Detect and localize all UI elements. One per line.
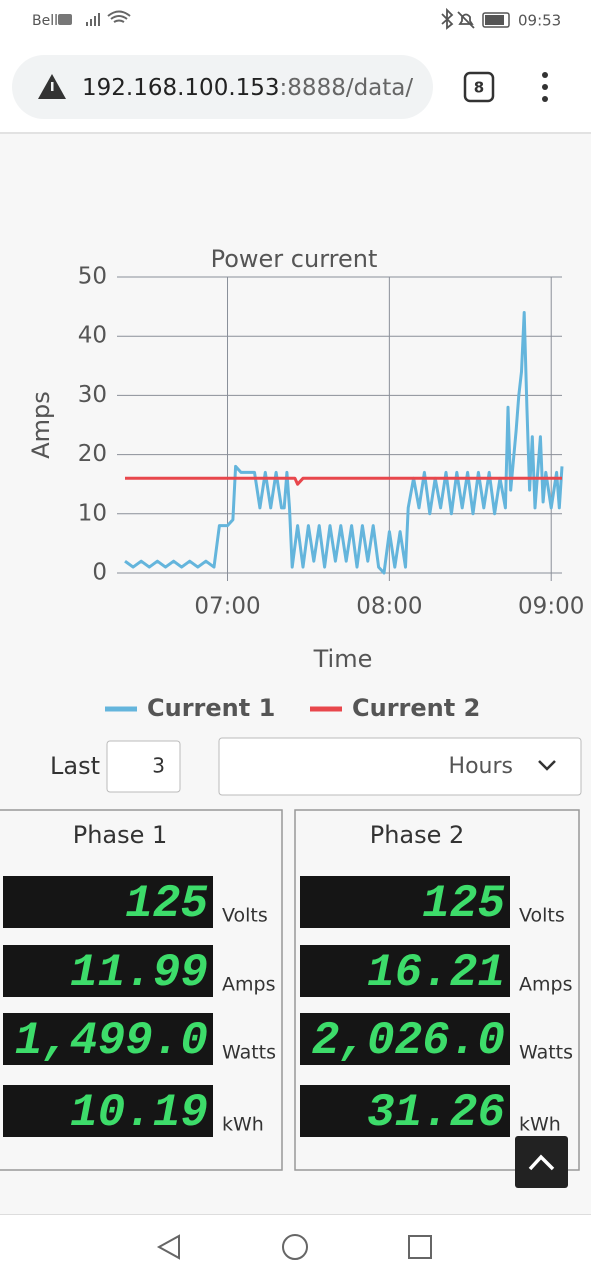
chart: Power current Amps Time 0 10 20 30 40 50 07:00… [27, 245, 584, 722]
display-value: 125 [422, 878, 505, 930]
display-value: 16.21 [367, 947, 505, 999]
x-axis-label: Time [313, 645, 373, 673]
address-bar[interactable] [12, 55, 433, 119]
last-input[interactable] [106, 740, 181, 793]
tab-count: 8 [474, 79, 484, 97]
display [300, 945, 510, 997]
display [3, 1013, 213, 1065]
toolbar-shadow [0, 132, 591, 134]
display [3, 1085, 213, 1137]
last-label: Last [50, 752, 100, 780]
display-value: 2,026.0 [312, 1015, 505, 1067]
chart-title: Power current [211, 245, 378, 273]
carrier: Bell [32, 13, 58, 29]
y-tick-label: 40 [78, 323, 107, 349]
display-unit: Volts [519, 905, 565, 927]
y-tick-label: 50 [78, 264, 107, 290]
legend-label: Current 2 [352, 694, 480, 722]
legend-label: Current 1 [147, 694, 275, 722]
display-unit: kWh [519, 1114, 561, 1136]
phase-title: Phase 2 [370, 821, 465, 849]
y-tick-label: 10 [78, 500, 107, 526]
display-value: 1,499.0 [15, 1015, 208, 1067]
y-tick-label: 0 [92, 560, 107, 586]
battery-level [485, 15, 504, 25]
display-unit: Watts [519, 1042, 573, 1064]
home-button[interactable] [282, 1234, 308, 1260]
mute-icon [457, 11, 475, 29]
display [300, 876, 510, 928]
display-value: 11.99 [70, 947, 208, 999]
warning-mark [51, 82, 54, 91]
unit-select-value: Hours [449, 754, 513, 779]
display [300, 1085, 510, 1137]
url: 192.168.100.153:8888/data/ [82, 75, 413, 101]
wifi-icon [107, 10, 131, 23]
x-tick-label: 09:00 [518, 594, 584, 620]
x-tick-label: 08:00 [356, 594, 422, 620]
scroll-top-button[interactable] [515, 1136, 568, 1188]
display [300, 1013, 510, 1065]
url-path: :8888/data/ [280, 75, 414, 101]
signal-icon [86, 13, 100, 26]
menu-button[interactable] [542, 72, 548, 102]
display-unit: Volts [222, 905, 268, 927]
nav-bar [0, 1214, 591, 1280]
phases: Phase 1 125 Volts 11.99 Amps 1,499.0 Watts 10.1… [0, 809, 580, 1171]
bluetooth-icon [441, 7, 454, 30]
y-tick-label: 20 [78, 441, 107, 467]
display-value: 10.19 [70, 1087, 208, 1139]
back-button[interactable] [156, 1234, 180, 1260]
y-axis-label: Amps [27, 391, 55, 459]
last-input-value: 3 [152, 754, 165, 778]
tab-switcher[interactable] [463, 71, 495, 103]
display-value: 31.26 [367, 1087, 505, 1139]
display-unit: Amps [519, 974, 572, 996]
url-host: 192.168.100.153 [82, 75, 280, 101]
display-unit: Watts [222, 1042, 276, 1064]
display [3, 945, 213, 997]
display-unit: kWh [222, 1114, 264, 1136]
phase-title: Phase 1 [73, 821, 168, 849]
scroll-top-icon [528, 1154, 555, 1171]
display-unit: Amps [222, 974, 275, 996]
display [3, 876, 213, 928]
clock: 09:53 [518, 12, 561, 30]
y-tick-label: 30 [78, 382, 107, 408]
series-line [125, 476, 562, 486]
nav-divider [0, 1214, 591, 1215]
recents-button[interactable] [408, 1235, 432, 1259]
hd-icon [58, 14, 72, 25]
battery-icon [482, 12, 510, 28]
unit-select[interactable] [218, 737, 582, 796]
select-chevron [538, 760, 556, 771]
display-value: 125 [125, 878, 208, 930]
x-tick-label: 07:00 [194, 594, 260, 620]
series-line [124, 311, 564, 575]
